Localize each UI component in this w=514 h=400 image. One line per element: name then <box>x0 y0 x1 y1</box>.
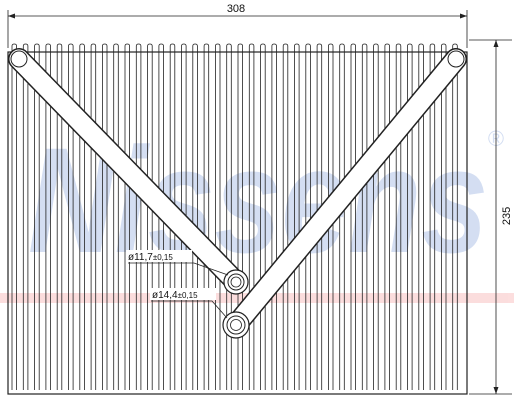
pipe-end-right <box>447 50 465 68</box>
fin-tube <box>11 43 17 390</box>
fin-tube <box>158 43 164 390</box>
core-outline <box>7 51 468 395</box>
fin-tube <box>305 43 311 390</box>
fin-tube <box>56 43 63 390</box>
height-dimension <box>469 39 512 395</box>
fin-tube <box>135 43 142 390</box>
fin-tube <box>260 43 266 390</box>
fin-tube <box>441 43 447 390</box>
fin-tube <box>248 43 255 390</box>
fin-tube <box>124 43 130 390</box>
width-dimension-label: 308 <box>227 3 245 15</box>
inlet-diameter-value: 14,4 <box>158 290 178 301</box>
outlet-diameter-symbol: ø <box>128 252 134 263</box>
fin-tube <box>45 43 51 390</box>
fin-tube <box>328 43 334 390</box>
outlet-fitting <box>223 269 249 295</box>
fin-tube <box>147 43 153 390</box>
fin-tube <box>22 43 29 390</box>
fin-tube <box>282 43 289 390</box>
svg-text:ø14,4±0,15: ø14,4±0,15 <box>152 290 198 301</box>
outlet-diameter-tolerance: ±0,15 <box>153 253 174 262</box>
fin-tube <box>294 43 300 390</box>
svg-text:ø11,7±0,15: ø11,7±0,15 <box>128 252 173 263</box>
fin-tube <box>169 43 176 390</box>
pipe-right-inner <box>226 49 466 335</box>
fin-tube <box>350 43 356 390</box>
fin-tube <box>316 43 323 390</box>
fin-tube <box>181 43 187 390</box>
outlet-callout: ø11,7±0,15 <box>126 250 229 276</box>
fin-tube <box>192 43 198 390</box>
fins <box>11 43 458 390</box>
fin-tube <box>339 43 345 390</box>
fin-tube <box>373 43 379 390</box>
fin-tube <box>407 43 413 390</box>
inlet-callout: ø14,4±0,15 <box>150 288 228 319</box>
fin-tube <box>113 43 119 390</box>
pipe-end-left <box>10 50 28 68</box>
fin-tube <box>271 43 277 390</box>
width-dimension <box>7 10 468 48</box>
fin-tube <box>203 43 210 390</box>
fin-tube <box>395 43 402 390</box>
pipe-left-inner <box>9 49 246 292</box>
fin-tube <box>418 43 424 390</box>
fin-tube <box>237 43 243 390</box>
inlet-diameter-symbol: ø <box>152 290 158 301</box>
pipes <box>8 48 467 339</box>
core <box>7 43 468 395</box>
inlet-diameter-tolerance: ±0,15 <box>178 291 199 300</box>
fin-tube <box>34 43 40 390</box>
fin-tube <box>215 43 221 390</box>
fin-tube <box>79 43 85 390</box>
outlet-diameter-value: 11,7 <box>134 252 153 263</box>
fin-tube <box>429 43 436 390</box>
fin-tube <box>90 43 97 390</box>
inlet-fitting <box>222 311 250 339</box>
fin-tube <box>102 43 108 390</box>
fin-tube <box>226 43 232 390</box>
watermark: Nissens ® <box>0 116 514 303</box>
height-dimension-label: 235 <box>501 207 513 225</box>
fin-tube <box>68 43 74 390</box>
fin-tube <box>384 43 390 390</box>
fin-tube <box>452 43 458 390</box>
fin-tube <box>361 43 368 390</box>
